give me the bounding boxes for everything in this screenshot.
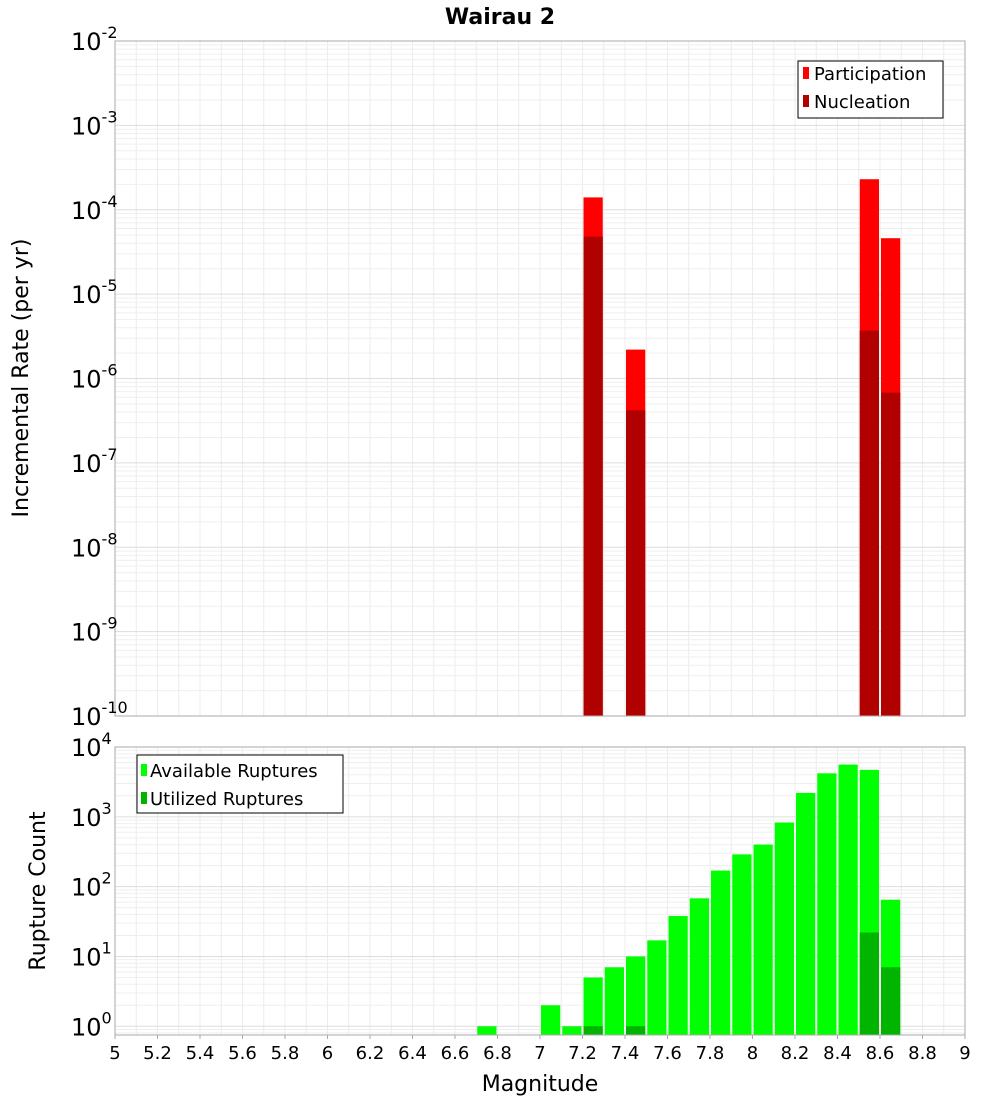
x-tick-label: 8: [747, 1043, 758, 1064]
count-bar-available-ruptures: [583, 977, 603, 1035]
count-bar-available-ruptures: [796, 792, 816, 1035]
chart-title: Wairau 2: [445, 5, 555, 30]
participation-legend-label: Participation: [814, 64, 926, 85]
x-tick-label: 7.4: [611, 1043, 640, 1064]
nucleation-legend-label: Nucleation: [814, 92, 910, 113]
count-bar-utilized-ruptures: [859, 932, 879, 1035]
count-bar-available-ruptures: [626, 956, 646, 1035]
participation-legend-swatch: [803, 67, 809, 79]
rate-bar-nucleation: [859, 330, 879, 716]
x-axis-label: Magnitude: [482, 1072, 599, 1097]
rate-bar-nucleation: [626, 410, 646, 716]
count-bar-available-ruptures: [477, 1026, 497, 1035]
count-bar-available-ruptures: [647, 940, 667, 1035]
count-bar-available-ruptures: [689, 898, 709, 1035]
nucleation-legend-swatch: [803, 95, 809, 107]
rate-grid: [114, 41, 966, 717]
count-x-ticks: 5 5.2 5.4 5.6 5.8 6 6.2 6.4 6.6 6.8 7 7.2 7.4 7.6 7.8 8…: [109, 1035, 971, 1064]
x-tick-label: 6.4: [398, 1043, 427, 1064]
utilized-legend-swatch: [141, 792, 147, 804]
rate-plot-frame: [114, 40, 966, 717]
rate-y-tick-label: 10-8: [71, 529, 118, 562]
rate-y-ticks: 10-10 10-9 10-8 10-7 10-6 10-5 10-4 10-3 10-2: [71, 23, 128, 731]
rate-y-tick-label: 10-9: [71, 614, 118, 647]
count-bars: [477, 764, 901, 1035]
rate-bar-nucleation: [881, 392, 901, 716]
x-tick-label: 7.2: [568, 1043, 597, 1064]
count-bar-available-ruptures: [562, 1026, 582, 1035]
count-bar-utilized-ruptures: [881, 967, 901, 1035]
x-tick-label: 5.8: [271, 1043, 300, 1064]
rate-y-tick-label: 10-3: [71, 107, 118, 140]
rate-bar-nucleation: [583, 236, 603, 716]
rate-y-tick-label: 10-10: [71, 698, 128, 731]
x-tick-label: 9: [959, 1043, 970, 1064]
rate-y-tick-label: 10-4: [71, 192, 118, 225]
count-bar-utilized-ruptures: [626, 1026, 646, 1035]
count-y-tick-label: 103: [71, 799, 112, 832]
count-legend-box: [136, 754, 344, 814]
utilized-legend-label: Utilized Ruptures: [150, 789, 303, 810]
count-y-tick-label: 104: [71, 729, 112, 762]
count-bar-available-ruptures: [711, 870, 731, 1035]
x-tick-label: 8.2: [781, 1043, 810, 1064]
x-tick-label: 7.6: [653, 1043, 682, 1064]
count-y-axis-label: Rupture Count: [26, 811, 51, 971]
count-bar-available-ruptures: [604, 967, 624, 1035]
count-y-ticks: 100 101 102 103 104: [71, 729, 112, 1041]
rate-y-axis-label: Incremental Rate (per yr): [9, 239, 34, 518]
x-tick-label: 7: [534, 1043, 545, 1064]
count-bar-available-ruptures: [753, 844, 773, 1035]
x-tick-label: 5: [109, 1043, 120, 1064]
x-tick-label: 6.8: [483, 1043, 512, 1064]
count-bar-available-ruptures: [817, 773, 837, 1035]
x-tick-label: 8.6: [866, 1043, 895, 1064]
x-tick-label: 5.4: [186, 1043, 215, 1064]
rate-bars: [583, 179, 901, 717]
x-tick-label: 5.2: [143, 1043, 172, 1064]
x-tick-label: 8.8: [908, 1043, 937, 1064]
rate-panel: 10-10 10-9 10-8 10-7 10-6 10-5 10-4 10-3 10-2 In…: [9, 23, 966, 731]
rate-y-tick-label: 10-5: [71, 276, 118, 309]
rate-y-tick-label: 10-6: [71, 361, 118, 394]
count-y-tick-label: 101: [71, 938, 112, 971]
rate-y-tick-label: 10-2: [71, 23, 118, 56]
available-legend-swatch: [141, 764, 147, 776]
x-tick-label: 8.4: [823, 1043, 852, 1064]
count-bar-available-ruptures: [541, 1005, 561, 1035]
count-bar-available-ruptures: [838, 764, 858, 1035]
rate-legend: Participation Nucleation: [797, 60, 944, 119]
x-tick-label: 6.2: [356, 1043, 385, 1064]
x-tick-label: 6.6: [441, 1043, 470, 1064]
x-tick-label: 5.6: [228, 1043, 257, 1064]
x-tick-label: 7.8: [696, 1043, 725, 1064]
available-legend-label: Available Ruptures: [150, 761, 318, 782]
count-y-tick-label: 100: [71, 1008, 112, 1041]
count-bar-utilized-ruptures: [583, 1026, 603, 1035]
count-legend: Available Ruptures Utilized Ruptures: [136, 754, 344, 814]
count-bar-available-ruptures: [732, 854, 752, 1035]
x-tick-label: 6: [322, 1043, 333, 1064]
count-panel: 100 101 102 103 104 5 5.2 5.4 5.6 5.8 6 6.2 6.4 6.6 6…: [26, 729, 971, 1097]
count-bar-available-ruptures: [774, 822, 794, 1035]
rate-y-tick-label: 10-7: [71, 445, 118, 478]
rate-legend-box: [797, 60, 944, 119]
count-bar-available-ruptures: [668, 915, 688, 1035]
count-y-tick-label: 102: [71, 869, 112, 902]
